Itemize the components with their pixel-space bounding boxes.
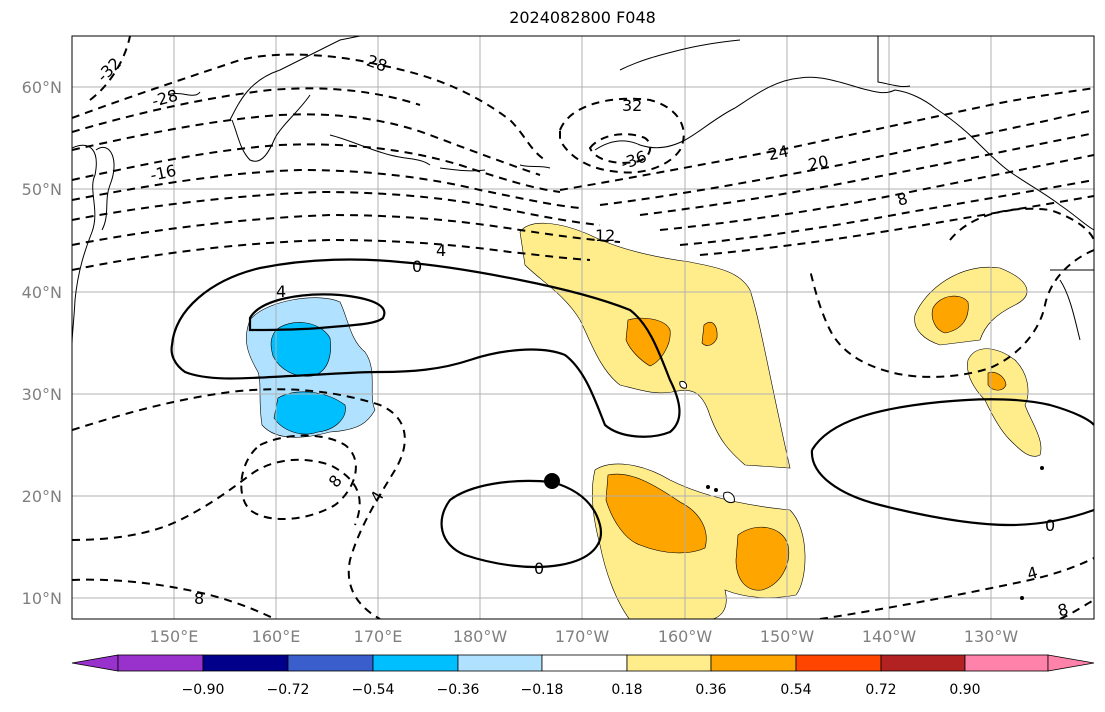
map-frame <box>71 35 1095 620</box>
location-marker <box>544 473 560 489</box>
contour-label: 4 <box>436 241 446 260</box>
colorbar-tick-label: 0.36 <box>695 682 726 698</box>
colorbar-extend-low <box>71 654 119 672</box>
colorbar-bin <box>541 654 628 672</box>
contour-label: 20 <box>806 151 830 174</box>
solid-contours <box>170 258 1094 569</box>
lat-label-50: 50°N <box>22 180 62 199</box>
colorbar-bin <box>795 654 882 672</box>
positive-anomaly-shading <box>519 222 1042 619</box>
colorbar-bin <box>287 654 374 672</box>
contour-label: 0 <box>534 559 544 578</box>
colorbar-bin <box>880 654 966 672</box>
shade-orange-south-1 <box>605 473 707 554</box>
colorbar-tick-label: 0.18 <box>611 682 642 698</box>
colorbar-bin <box>457 654 543 672</box>
lon-label-140w: 140°W <box>862 627 917 646</box>
colorbar-tick-label: −0.36 <box>437 682 480 698</box>
colorbar-tick-label: 0.90 <box>949 682 980 698</box>
longitude-labels: 150°E 160°E 170°E 180°W 170°W 160°W 150°… <box>150 627 1019 646</box>
lat-label-60: 60°N <box>22 78 62 97</box>
contour-label: 8 <box>194 589 204 608</box>
contour-label: 4 <box>276 282 286 301</box>
lon-label-150w: 150°W <box>760 627 815 646</box>
colorbar-tick-label: −0.72 <box>267 682 310 698</box>
colorbar-bin <box>117 654 204 672</box>
shade-orange-south-2 <box>735 526 790 591</box>
lon-label-170w: 170°W <box>555 627 610 646</box>
contour-label: 0 <box>1045 516 1055 535</box>
contour-label: 24 <box>766 141 790 164</box>
colorbar-tick-label: 0.72 <box>865 682 896 698</box>
colorbar-tick-label: 0.54 <box>780 682 811 698</box>
colorbar-extend-high <box>1047 654 1095 672</box>
colorbar-bin <box>372 654 459 672</box>
latitude-labels: 60°N 50°N 40°N 30°N 20°N 10°N <box>22 78 62 608</box>
colorbar-bin <box>964 654 1049 672</box>
lon-label-130w: 130°W <box>964 627 1019 646</box>
lat-label-20: 20°N <box>22 487 62 506</box>
lat-label-30: 30°N <box>22 385 62 404</box>
lon-label-160w: 160°W <box>658 627 713 646</box>
gridlines <box>72 36 1094 619</box>
colorbar <box>71 654 1095 672</box>
shade-orange-east-1 <box>931 295 969 334</box>
contour-label: 4 <box>1025 563 1040 584</box>
colorbar-tick-label: −0.18 <box>521 682 564 698</box>
lon-label-160e: 160°E <box>252 627 301 646</box>
lat-label-40: 40°N <box>22 283 62 302</box>
colorbar-tick-label: −0.54 <box>352 682 395 698</box>
shade-blue-west-2 <box>273 391 346 435</box>
colorbar-tick-label: −0.90 <box>182 682 225 698</box>
colorbar-bin <box>202 654 289 672</box>
contour-label: 8 <box>1056 600 1071 621</box>
islands <box>679 381 1044 600</box>
colorbar-bin <box>626 654 712 672</box>
contour-label: 32 <box>622 96 642 115</box>
dashed-contours <box>72 36 1094 619</box>
contour-label: 12 <box>595 226 615 245</box>
shade-orange-north-2 <box>701 321 718 346</box>
negative-anomaly-shading <box>246 297 376 438</box>
lon-label-180w: 180°W <box>453 627 508 646</box>
colorbar-ticks: −0.90 −0.72 −0.54 −0.36 −0.18 0.18 0.36 … <box>182 682 981 698</box>
lon-label-170e: 170°E <box>354 627 403 646</box>
contour-label: 0 <box>412 257 422 276</box>
lat-label-10: 10°N <box>22 589 62 608</box>
colorbar-bin <box>710 654 797 672</box>
contour-label: 8 <box>895 189 910 210</box>
map-title: 2024082800 F048 <box>509 8 656 27</box>
lon-label-150e: 150°E <box>150 627 199 646</box>
